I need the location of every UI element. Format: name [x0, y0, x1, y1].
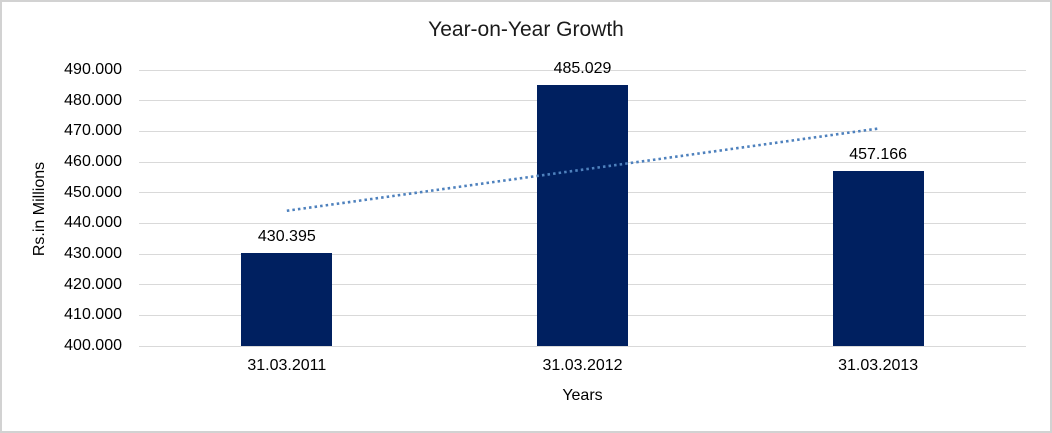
x-axis-title: Years [562, 387, 603, 404]
y-tick-label: 490.000 [64, 61, 122, 78]
y-tick-label: 450.000 [64, 183, 122, 201]
x-tick-label: 31.03.2012 [542, 357, 623, 374]
x-tick-label: 31.03.2011 [247, 357, 327, 374]
y-axis-title: Rs.in Millions [31, 161, 48, 257]
y-tick-label: 430.000 [64, 245, 122, 262]
bar-value-label: 485.029 [553, 60, 612, 78]
y-tick-label: 410.000 [64, 306, 122, 324]
bar-value-label: 430.395 [257, 227, 316, 245]
y-tick-label: 440.000 [64, 214, 122, 232]
gridline [139, 69, 1026, 71]
bar [537, 85, 628, 346]
y-tick-label: 480.000 [64, 91, 122, 109]
bar [832, 170, 924, 346]
y-tick-label: 460.000 [64, 153, 122, 170]
y-tick-label: 470.000 [64, 122, 122, 140]
y-tick-label: 400.000 [64, 337, 122, 354]
y-tick-label: 420.000 [64, 275, 122, 293]
x-tick-label: 31.03.2013 [838, 357, 919, 374]
bar-value-label: 457.166 [849, 145, 908, 163]
bar [241, 252, 333, 346]
gridline [139, 345, 1026, 347]
chart-title: Year-on-Year Growth [428, 18, 624, 41]
